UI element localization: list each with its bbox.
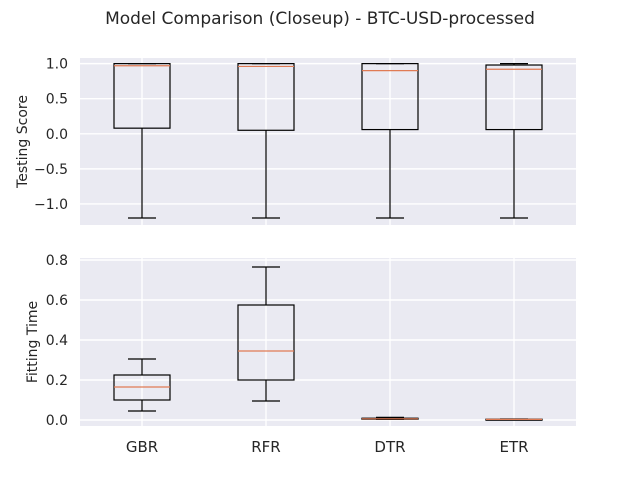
x-tick-label: RFR <box>251 438 280 456</box>
y-tick-label: 0.0 <box>46 127 68 143</box>
box-dtr <box>361 416 419 420</box>
x-tick-label: GBR <box>126 438 158 456</box>
y-tick-label: 0.2 <box>46 373 68 389</box>
box-iqr <box>361 63 419 131</box>
box-gbr <box>113 358 171 412</box>
box-iqr <box>237 304 295 381</box>
panel-2: 0.8 0.6 0.4 0.2 0.0 Fitting Time GBR RFR DTR ETR <box>25 253 576 456</box>
y-axis-label: Fitting Time <box>25 301 41 383</box>
box-dtr <box>361 63 419 219</box>
box-rfr <box>237 63 295 219</box>
box-iqr <box>237 63 295 131</box>
x-tick-label: DTR <box>374 438 405 456</box>
box-gbr <box>113 63 171 219</box>
y-tick-label: 0.4 <box>46 333 68 349</box>
plot-area <box>80 258 576 426</box>
y-tick-label: 0.8 <box>46 253 68 269</box>
plot-area <box>80 58 576 225</box>
box-rfr <box>237 266 295 402</box>
y-tick-label: −1.0 <box>34 197 68 213</box>
y-tick-label: 0.0 <box>46 413 68 429</box>
box-etr <box>485 63 543 219</box>
y-tick-label: −0.5 <box>34 162 68 178</box>
chart-title: Model Comparison (Closeup) - BTC-USD-pro… <box>105 9 535 29</box>
y-tick-label: 0.5 <box>46 92 68 108</box>
box-iqr <box>485 64 543 131</box>
y-tick-label: 1.0 <box>46 57 68 73</box>
x-tick-label: ETR <box>499 438 528 456</box>
y-axis-label: Testing Score <box>15 95 31 189</box>
box-iqr <box>113 63 171 129</box>
box-etr <box>485 418 543 421</box>
y-tick-label: 0.6 <box>46 293 68 309</box>
